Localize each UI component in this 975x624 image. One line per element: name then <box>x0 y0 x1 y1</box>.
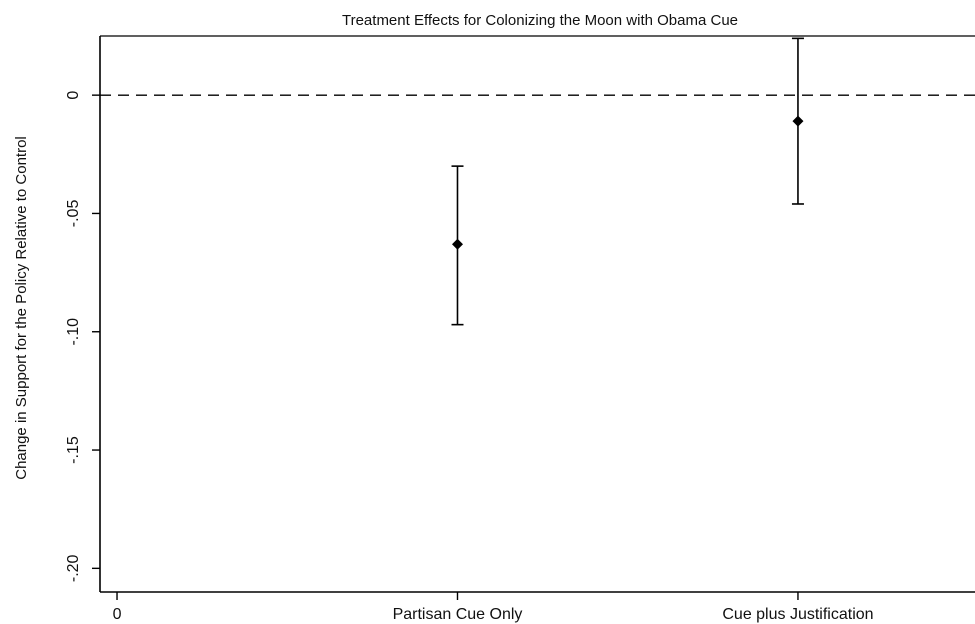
y-tick-label: -.20 <box>65 554 82 582</box>
plot-area: 0 -.05 -.10 -.15 -.20 0 Partisan Cue Only Cue p… <box>65 35 975 623</box>
y-tick-label: -.05 <box>65 200 82 228</box>
y-tick-label: -.10 <box>65 318 82 346</box>
y-axis-label: Change in Support for the Policy Relativ… <box>13 136 30 480</box>
x-tick-label: Cue plus Justification <box>722 606 873 623</box>
point-estimate-marker <box>451 238 463 250</box>
estimate-group-0 <box>451 165 464 326</box>
y-tick-label: -.15 <box>65 436 82 464</box>
x-tick-label: 0 <box>113 606 122 623</box>
chart-title: Treatment Effects for Colonizing the Moo… <box>342 12 738 29</box>
estimate-group-1 <box>791 37 804 205</box>
point-estimate-marker <box>792 115 804 127</box>
y-tick-label: 0 <box>65 91 82 100</box>
x-tick-label: Partisan Cue Only <box>393 606 523 623</box>
